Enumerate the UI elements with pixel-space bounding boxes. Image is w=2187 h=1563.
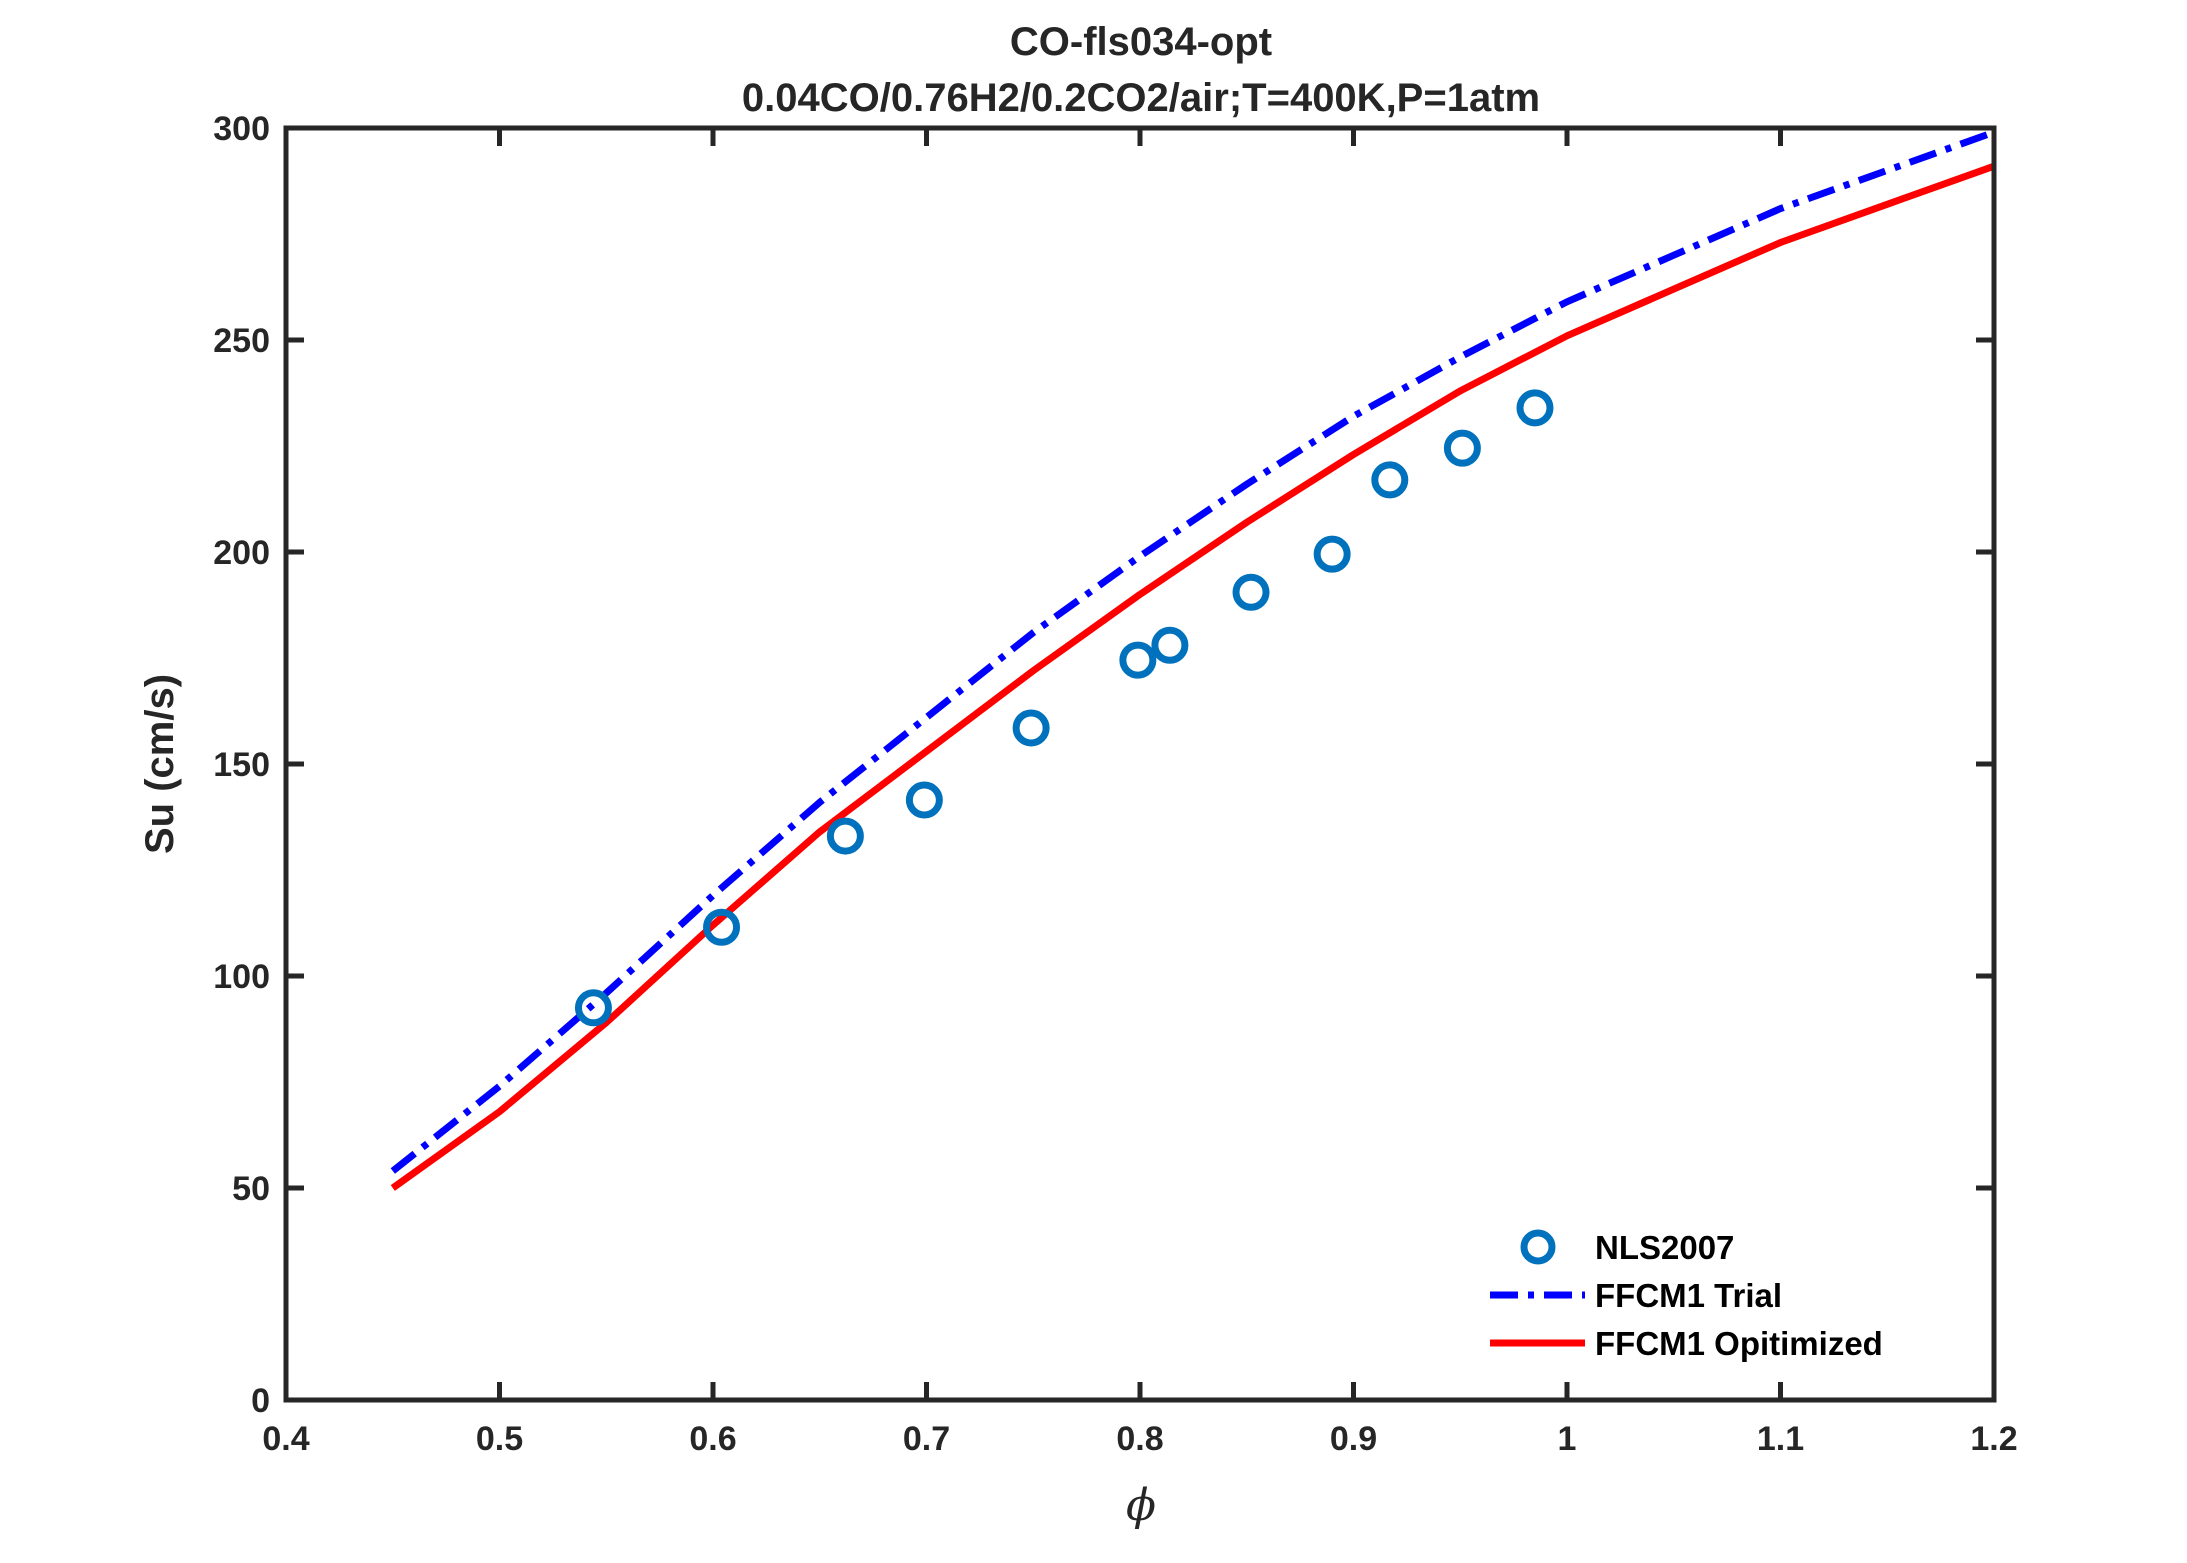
x-tick-label: 1.2 xyxy=(1970,1420,2017,1458)
x-tick-label: 0.7 xyxy=(903,1420,950,1458)
y-tick-label: 300 xyxy=(213,110,270,148)
y-tick-label: 150 xyxy=(213,746,270,784)
ffcm1-optimized-line xyxy=(390,162,1996,1191)
nls2007-data-point xyxy=(1119,641,1157,679)
nls2007-data-point xyxy=(1516,389,1554,427)
legend-label-ffcm1-optimized: FFCM1 Opitimized xyxy=(1595,1325,1883,1362)
legend-marker-nls2007 xyxy=(1520,1229,1556,1265)
nls2007-data-point xyxy=(1371,461,1409,499)
legend: NLS2007 FFCM1 Trial FFCM1 Opitimized xyxy=(1490,1229,1883,1362)
nls2007-data-point xyxy=(1151,626,1189,664)
x-tick-label: 0.6 xyxy=(689,1420,736,1458)
nls2007-data-point xyxy=(1232,573,1270,611)
y-tick-label: 0 xyxy=(251,1382,270,1420)
legend-label-nls2007: NLS2007 xyxy=(1595,1229,1734,1266)
x-tick-label: 0.8 xyxy=(1116,1420,1163,1458)
y-tick-label: 200 xyxy=(213,534,270,572)
x-axis-label: ϕ xyxy=(1126,1480,1156,1531)
y-tick-labels: 0 50 100 150 200 250 300 xyxy=(213,110,270,1420)
x-tick-labels: 0.4 0.5 0.6 0.7 0.8 0.9 1 1.1 1.2 xyxy=(262,1420,2017,1458)
ffcm1-trial-line xyxy=(390,128,1996,1174)
legend-label-ffcm1-trial: FFCM1 Trial xyxy=(1595,1277,1782,1314)
plot-area xyxy=(286,128,1994,1400)
x-tick-label: 1 xyxy=(1558,1420,1577,1458)
nls2007-data-point xyxy=(1443,429,1481,467)
nls2007-data-point xyxy=(703,908,741,946)
chart-title: CO-fls034-opt xyxy=(1010,20,1272,64)
x-tick-label: 0.9 xyxy=(1330,1420,1377,1458)
nls2007-data-point xyxy=(905,781,943,819)
y-tick-label: 100 xyxy=(213,958,270,996)
x-tick-label: 0.4 xyxy=(262,1420,309,1458)
nls2007-data-point xyxy=(1313,535,1351,573)
x-tick-label: 0.5 xyxy=(476,1420,523,1458)
y-tick-label: 250 xyxy=(213,322,270,360)
chart-subtitle: 0.04CO/0.76H2/0.2CO2/air;T=400K,P=1atm xyxy=(742,76,1540,120)
plot-frame xyxy=(283,125,1997,1403)
nls2007-data-point xyxy=(1012,709,1050,747)
x-tick-label: 1.1 xyxy=(1757,1420,1804,1458)
y-axis-label: Su (cm/s) xyxy=(138,674,182,854)
nls2007-data-point xyxy=(574,989,612,1027)
y-tick-label: 50 xyxy=(232,1170,270,1208)
plot-series xyxy=(390,128,1996,1191)
nls2007-data-point xyxy=(826,817,864,855)
